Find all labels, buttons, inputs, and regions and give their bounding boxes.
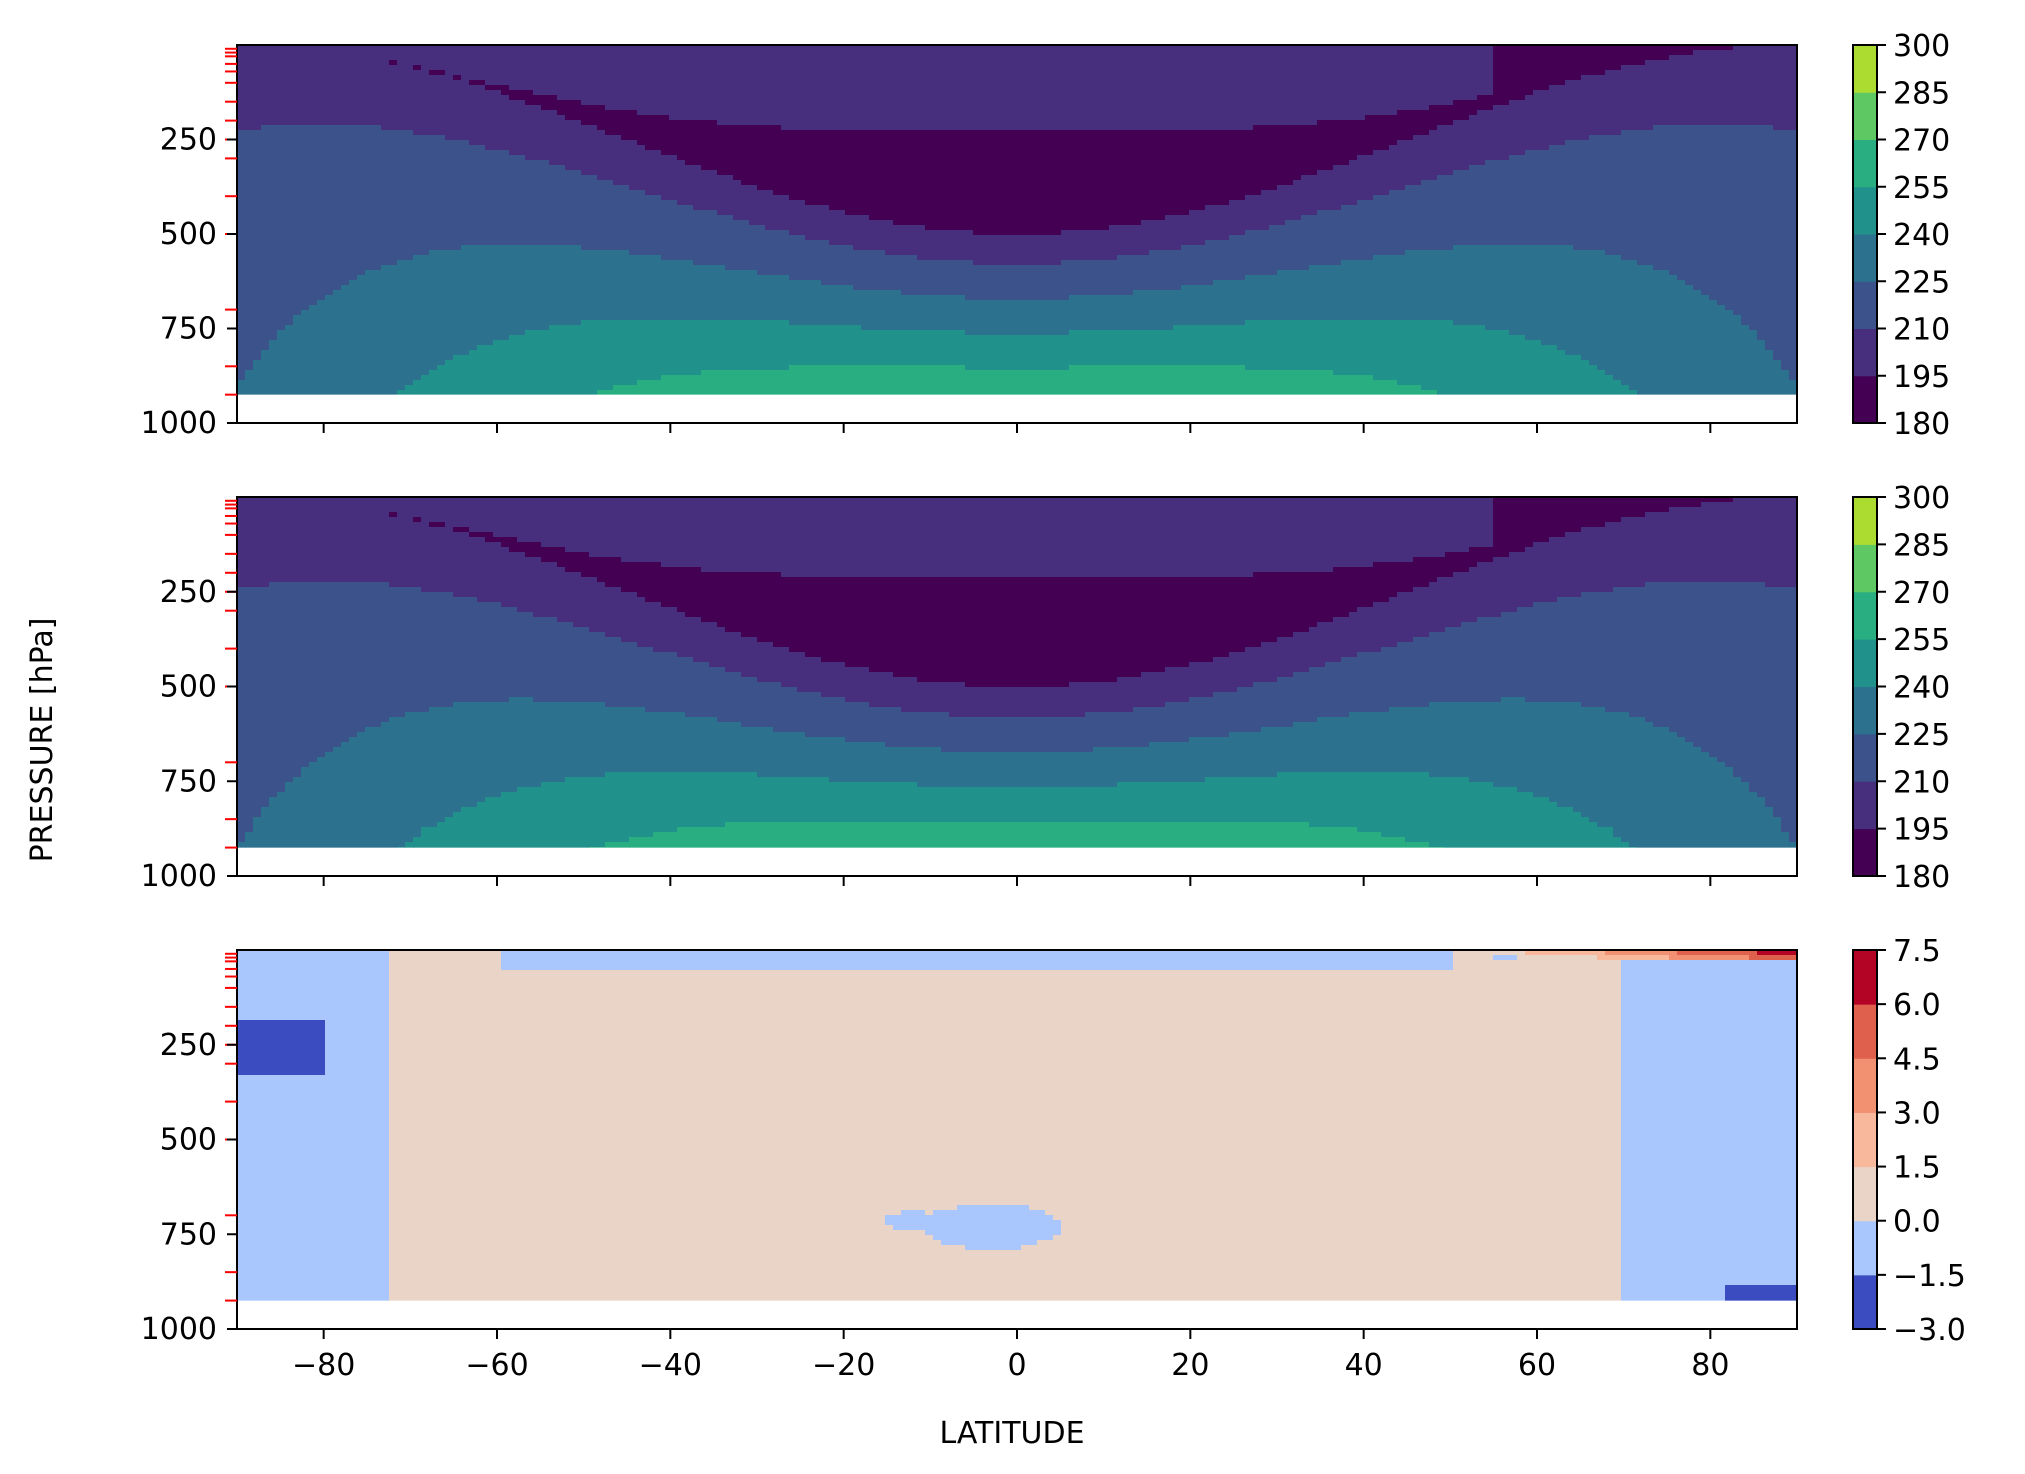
colorbar-band	[1853, 92, 1877, 140]
x-axis-label: LATITUDE	[939, 1416, 1084, 1451]
x-tick-label: 20	[1171, 1348, 1209, 1383]
colorbar-band	[1853, 45, 1877, 93]
colorbar-tick-label: 3.0	[1893, 1096, 1941, 1131]
x-tick-label: 60	[1518, 1348, 1556, 1383]
colorbar-tick-label: 255	[1893, 623, 1950, 658]
colorbar: 300 285 270 255 240 225 210 195 180	[1852, 481, 1950, 895]
colorbar-tick-label: 300	[1893, 481, 1950, 516]
colorbar-tick-label: −1.5	[1893, 1259, 1966, 1294]
colorbar-tick-label: 240	[1893, 671, 1950, 706]
y-tick-label: 250	[160, 1028, 217, 1063]
y-tick-label: 500	[160, 670, 217, 705]
colorbar-band	[1853, 1274, 1877, 1330]
colorbar-tick-label: −3.0	[1893, 1313, 1966, 1348]
colorbar-band	[1853, 1166, 1877, 1222]
y-tick-label: 750	[160, 764, 217, 799]
contour-field	[237, 950, 1797, 1301]
x-tick-label: −80	[292, 1348, 355, 1383]
y-tick-label: 500	[160, 1123, 217, 1158]
colorbar-band	[1853, 1004, 1877, 1059]
colorbar-band	[1853, 139, 1877, 188]
colorbar-tick-label: 6.0	[1893, 988, 1941, 1023]
colorbar-tick-label: 285	[1893, 76, 1950, 111]
y-tick-label: 1000	[141, 859, 217, 894]
y-tick-label: 250	[160, 575, 217, 610]
x-tick-label: 40	[1345, 1348, 1383, 1383]
colorbar-tick-label: 300	[1893, 29, 1950, 64]
x-tick-label: 80	[1691, 1348, 1729, 1383]
colorbar-band	[1853, 375, 1877, 424]
y-tick-label: 250	[160, 123, 217, 158]
colorbar-tick-label: 195	[1893, 813, 1950, 848]
panel-bottom: 250 500 750 1000 −80 −60 −40 −20 0 20 40 60 80 7.5 6.0…	[141, 934, 1966, 1383]
colorbar-band	[1853, 1220, 1877, 1276]
colorbar-band	[1853, 1112, 1877, 1168]
colorbar: 300 285 270 255 240 225 210 195 180	[1852, 29, 1950, 442]
colorbar-band	[1853, 781, 1877, 830]
colorbar-band	[1853, 686, 1877, 735]
colorbar-band	[1853, 497, 1877, 545]
colorbar-tick-label: 210	[1893, 765, 1950, 800]
colorbar-tick-label: 180	[1893, 860, 1950, 895]
colorbar-tick-label: 270	[1893, 124, 1950, 159]
colorbar-tick-label: 285	[1893, 528, 1950, 563]
x-tick-label: −40	[639, 1348, 702, 1383]
colorbar-tick-label: 225	[1893, 265, 1950, 300]
colorbar-tick-label: 255	[1893, 171, 1950, 206]
colorbar-band	[1853, 828, 1877, 877]
y-tick-label: 1000	[141, 406, 217, 441]
colorbar-band	[1853, 186, 1877, 235]
colorbar-band	[1853, 281, 1877, 329]
colorbar-tick-label: 0.0	[1893, 1205, 1941, 1240]
y-tick-label: 750	[160, 1217, 217, 1252]
colorbar-band	[1853, 234, 1877, 282]
panel-middle: 250 500 750 1000 300 285 270 255 240 225 210 195 180	[141, 481, 1951, 895]
y-tick-label: 500	[160, 217, 217, 252]
colorbar-band	[1853, 1058, 1877, 1113]
colorbar-tick-label: 270	[1893, 576, 1950, 611]
colorbar-tick-label: 225	[1893, 718, 1950, 753]
colorbar-tick-label: 7.5	[1893, 934, 1941, 969]
colorbar-tick-label: 1.5	[1893, 1151, 1941, 1186]
colorbar-tick-label: 240	[1893, 218, 1950, 253]
y-tick-label: 1000	[141, 1312, 217, 1347]
colorbar: 7.5 6.0 4.5 3.0 1.5 0.0 −1.5 −3.0	[1852, 934, 1966, 1348]
colorbar-tick-label: 4.5	[1893, 1042, 1941, 1077]
x-tick-label: −20	[812, 1348, 875, 1383]
colorbar-tick-label: 195	[1893, 360, 1950, 395]
y-axis-label: PRESSURE [hPa]	[25, 618, 60, 863]
colorbar-band	[1853, 733, 1877, 782]
panel-top: 250 500 750 1000 300 285 270 255 240 225 210 195 180	[141, 29, 1951, 442]
contour-field	[237, 497, 1797, 848]
colorbar-tick-label: 180	[1893, 407, 1950, 442]
colorbar-band	[1853, 591, 1877, 640]
colorbar-band	[1853, 544, 1877, 593]
colorbar-band	[1853, 639, 1877, 687]
colorbar-band	[1853, 328, 1877, 377]
colorbar-tick-label: 210	[1893, 313, 1950, 348]
contour-field	[237, 45, 1797, 395]
y-tick-label: 750	[160, 312, 217, 347]
colorbar-frame	[1852, 949, 1878, 1330]
x-tick-label: −60	[465, 1348, 528, 1383]
colorbar-band	[1853, 950, 1877, 1005]
x-tick-label: 0	[1007, 1348, 1026, 1383]
